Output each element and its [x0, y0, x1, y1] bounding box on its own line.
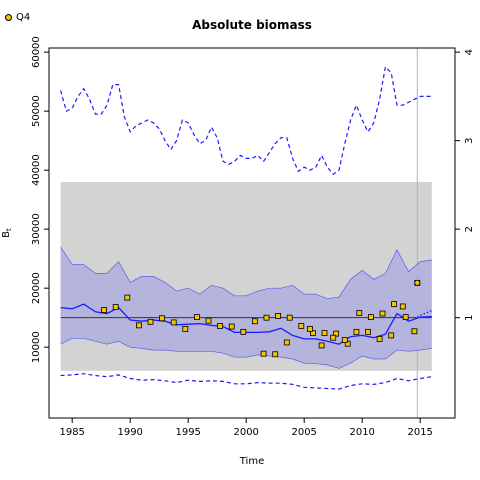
ci-upper-line: [60, 246, 432, 300]
q4-point: [318, 342, 325, 349]
y-tick-label: 40000: [31, 154, 42, 186]
ci-lower-line: [60, 337, 432, 369]
y-axis-title-subscript: t: [5, 228, 13, 231]
q4-point: [298, 323, 305, 329]
q4-point: [356, 310, 363, 316]
q4-point: [379, 310, 386, 317]
q4-point: [182, 325, 189, 332]
q4-point: [353, 328, 360, 335]
x-tick-label: 2000: [233, 427, 258, 438]
y-tick-label: 60000: [31, 36, 42, 68]
q4-point: [159, 315, 166, 322]
right-tick-label: 1: [464, 314, 475, 320]
q4-point-circle: [414, 279, 421, 286]
right-tick-label: 3: [464, 137, 475, 143]
x-axis-title: Time: [239, 456, 264, 467]
q4-point: [205, 317, 212, 324]
plot-frame: [48, 47, 456, 419]
q4-point: [321, 330, 328, 336]
q4-point: [112, 304, 119, 310]
x-tick-label: 2005: [291, 427, 316, 438]
q4-point: [376, 336, 383, 342]
x-tick-label: 1985: [59, 427, 84, 438]
q4-point: [391, 301, 398, 308]
ci-band: [60, 246, 432, 369]
q4-point: [263, 314, 270, 321]
q4-point: [402, 314, 409, 320]
q4-point: [388, 332, 395, 339]
y-axis-title: Bt: [1, 228, 13, 238]
q4-point: [283, 339, 290, 346]
q4-point: [341, 337, 348, 344]
x-tick-label: 2010: [349, 427, 374, 438]
q4-point: [147, 318, 154, 325]
chart-title: Absolute biomass: [192, 18, 312, 32]
legend-label-q4: Q4: [16, 12, 31, 23]
prediction-upper-line: [60, 65, 432, 176]
q4-point: [367, 314, 374, 320]
ci-band-layer: [60, 246, 432, 369]
q4-point: [275, 313, 282, 319]
x-tick-label: 1995: [175, 427, 200, 438]
q4-point: [101, 307, 107, 313]
q4-point: [330, 334, 337, 341]
q4-point: [260, 350, 267, 357]
x-tick-label: 1990: [117, 427, 142, 438]
points-layer: [101, 279, 421, 358]
right-tick-label: 2: [464, 226, 475, 232]
y-axis-title-main: B: [1, 231, 12, 238]
y-tick-label: 50000: [31, 95, 42, 127]
q4-point: [272, 351, 279, 358]
right-tick-label: 4: [464, 49, 475, 55]
q4-point: [240, 328, 247, 335]
q4-point: [170, 319, 177, 326]
axes-layer: 1985 1990 1995 2000 2005 2010 2015 10000 20000 30…: [31, 36, 475, 438]
q4-point: [251, 318, 258, 325]
q4-point: [135, 322, 142, 329]
q4-point: [124, 294, 131, 301]
legend: Q4: [5, 12, 30, 23]
q4-point: [193, 314, 200, 320]
q4-point: [399, 303, 406, 310]
y-tick-label: 30000: [31, 213, 42, 245]
q4-point: [411, 328, 418, 335]
y-tick-label: 20000: [31, 272, 42, 304]
q4-point: [307, 325, 313, 332]
q4-point: [286, 314, 293, 321]
legend-marker-q4: [5, 14, 12, 21]
q4-point: [228, 323, 235, 330]
y-tick-label: 10000: [31, 331, 42, 363]
q4-point: [344, 340, 351, 347]
x-tick-label: 2015: [407, 427, 432, 438]
prediction-lower-line: [60, 373, 432, 390]
q4-point: [217, 323, 224, 329]
q4-point: [365, 328, 371, 335]
